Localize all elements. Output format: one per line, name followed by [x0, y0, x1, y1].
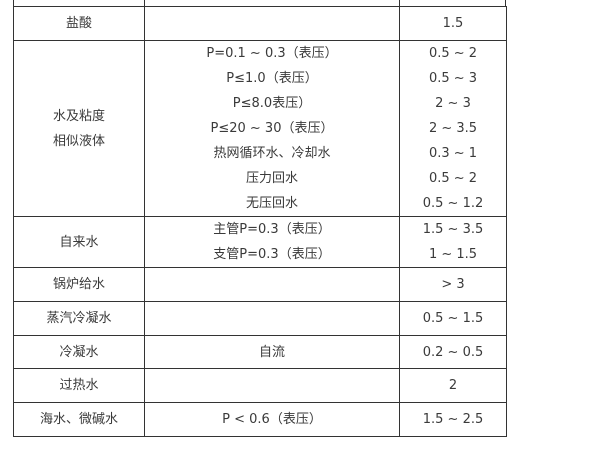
table-border-stub [144, 0, 145, 6]
medium-cell-text: 冷凝水 [59, 344, 99, 360]
condition-cell-text: 支管P=0.3（表压） [213, 247, 331, 262]
flow-velocity-table: 盐酸 1.5 水及粘度相似液体 P=0.1 ~ 0.3（表压） P≤1.0（表压） P≤8… [13, 6, 507, 437]
table-row: 过热水 2 [13, 368, 507, 403]
condition-cell-text: P=0.1 ~ 0.3（表压） [206, 46, 338, 61]
velocity-cell: 0.5 ~ 2 0.5 ~ 3 2 ~ 3 2 ~ 3.5 0.3 ~ 1 0.5 ~ 2… [399, 40, 507, 217]
table-row: 蒸汽冷凝水 0.5 ~ 1.5 [13, 301, 507, 336]
medium-cell: 自来水 [13, 216, 145, 268]
condition-cell [144, 301, 400, 336]
velocity-cell-text: 0.5 ~ 1.2 [422, 196, 484, 211]
condition-cell: P=0.1 ~ 0.3（表压） P≤1.0（表压） P≤8.0表压） P≤20 ~ 3… [144, 40, 400, 217]
medium-cell-text: 蒸汽冷凝水 [46, 311, 112, 326]
velocity-cell: 0.5 ~ 1.5 [399, 301, 507, 336]
condition-cell-text: 主管P=0.3（表压） [213, 222, 331, 237]
medium-cell-text: 过热水 [59, 378, 99, 393]
velocity-cell-text: 1.5 [442, 16, 464, 31]
velocity-cell-text: 1.5 ~ 2.5 [422, 412, 484, 427]
velocity-cell: 0.2 ~ 0.5 [399, 335, 507, 369]
condition-cell: 主管P=0.3（表压） 支管P=0.3（表压） [144, 216, 400, 268]
velocity-cell: 1.5 ~ 3.5 1 ~ 1.5 [399, 216, 507, 268]
velocity-cell-text: 2 ~ 3 [435, 96, 471, 111]
velocity-cell-text: > 3 [441, 277, 465, 292]
medium-cell: 海水、微碱水 [13, 402, 145, 437]
condition-cell-text: 压力回水 [245, 171, 298, 186]
medium-cell: 蒸汽冷凝水 [13, 301, 145, 336]
velocity-cell-text: 2 ~ 3.5 [428, 121, 478, 136]
velocity-cell: 1.5 [399, 6, 507, 41]
condition-cell [144, 267, 400, 302]
table-row: 盐酸 1.5 [13, 6, 507, 41]
condition-cell: 自流 [144, 335, 400, 369]
velocity-cell-text: 0.5 ~ 2 [428, 171, 478, 186]
table-border-stub [399, 0, 400, 6]
medium-cell: 盐酸 [13, 6, 145, 41]
condition-cell-text: P≤1.0（表压） [226, 71, 318, 86]
table-row: 海水、微碱水 P < 0.6（表压） 1.5 ~ 2.5 [13, 402, 507, 437]
condition-cell: P < 0.6（表压） [144, 402, 400, 437]
condition-cell-text: 自流 [258, 344, 285, 360]
table-border-stub [505, 0, 506, 6]
condition-cell-text: P≤8.0表压） [232, 96, 312, 111]
medium-cell-text: 盐酸 [65, 16, 92, 31]
velocity-cell-text: 1 ~ 1.5 [428, 247, 478, 262]
velocity-cell-text: 0.2 ~ 0.5 [422, 344, 484, 360]
table-row: 锅炉给水 > 3 [13, 267, 507, 302]
table-row: 水及粘度相似液体 P=0.1 ~ 0.3（表压） P≤1.0（表压） P≤8.0表压）… [13, 40, 507, 217]
medium-cell-text: 海水、微碱水 [39, 412, 118, 427]
velocity-cell-text: 0.5 ~ 3 [428, 71, 478, 86]
medium-cell: 锅炉给水 [13, 267, 145, 302]
condition-cell [144, 6, 400, 41]
table-row: 冷凝水 自流 0.2 ~ 0.5 [13, 335, 507, 369]
medium-cell-text: 锅炉给水 [52, 277, 105, 292]
velocity-cell-text: 1.5 ~ 3.5 [422, 222, 484, 237]
velocity-cell: > 3 [399, 267, 507, 302]
medium-cell: 过热水 [13, 368, 145, 403]
velocity-cell-text: 0.3 ~ 1 [428, 146, 478, 161]
condition-cell-text: 热网循环水、冷却水 [213, 146, 331, 161]
velocity-cell-text: 0.5 ~ 2 [428, 46, 478, 61]
velocity-cell-text: 0.5 ~ 1.5 [422, 311, 484, 326]
table-row: 自来水 主管P=0.3（表压） 支管P=0.3（表压） 1.5 ~ 3.5 1 ~ 1.… [13, 216, 507, 268]
velocity-cell-text: 2 [448, 378, 458, 393]
medium-cell: 水及粘度 相似液体 [13, 40, 145, 217]
condition-cell [144, 368, 400, 403]
medium-cell: 冷凝水 [13, 335, 145, 369]
condition-cell-text: P≤20 ~ 30（表压） [210, 121, 334, 136]
medium-cell-text: 相似液体 [52, 133, 105, 149]
condition-cell-text: 无压回水 [245, 196, 298, 211]
medium-cell-text: 自来水 [59, 234, 99, 250]
table-border-stub [13, 0, 14, 6]
velocity-cell: 1.5 ~ 2.5 [399, 402, 507, 437]
medium-cell-text: 水及粘度 [52, 108, 105, 124]
velocity-cell: 2 [399, 368, 507, 403]
condition-cell-text: P < 0.6（表压） [222, 412, 322, 427]
